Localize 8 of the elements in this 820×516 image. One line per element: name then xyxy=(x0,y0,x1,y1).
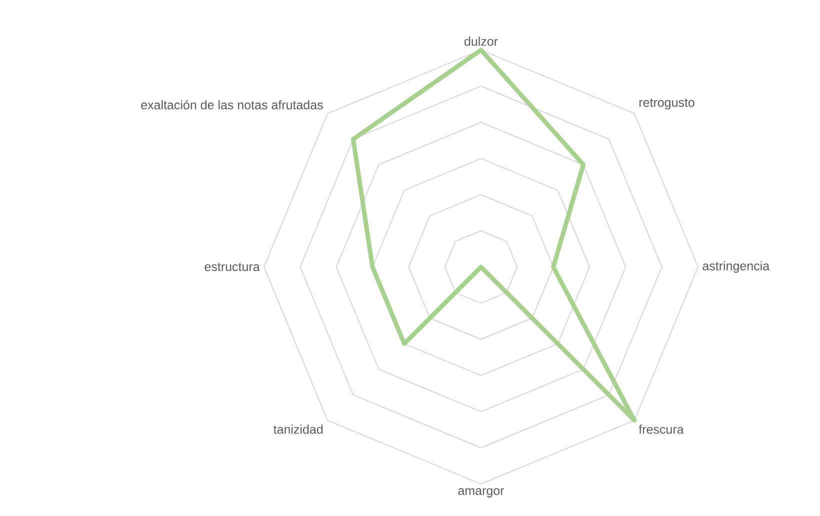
spoke-label: exaltación de las notas afrutadas xyxy=(141,100,323,110)
spoke-label: dulzor xyxy=(464,36,498,46)
spoke-label: tanizidad xyxy=(274,424,323,434)
spoke-label: amargor xyxy=(458,488,504,498)
spoke-label: retrogusto xyxy=(639,98,694,110)
spoke-label: astringencia xyxy=(702,261,770,273)
spoke-label: estructura xyxy=(204,262,260,272)
spoke-label: frescura xyxy=(638,424,684,434)
